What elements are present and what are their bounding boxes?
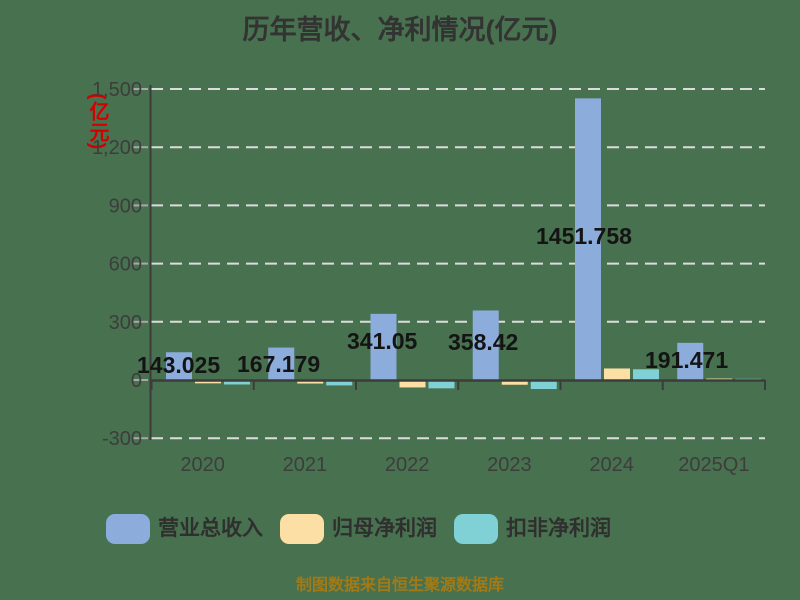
bar-营业总收入-2025Q1 [677,342,704,380]
bar-扣非净利润-2022 [428,380,455,389]
y-tick-label: 1,500 [92,79,142,101]
bar-归母净利润-2021 [297,380,324,384]
legend-item-label: 归母净利润 [332,517,437,540]
bar-value-label: 341.05 [347,328,418,354]
y-axis-unit-label: (亿元) [86,93,108,151]
x-tick-label: 2020 [180,454,225,476]
bar-扣非净利润-2021 [326,380,353,386]
bar-扣非净利润-2023 [530,380,557,390]
x-tick-label: 2022 [385,454,430,476]
legend-item-label: 营业总收入 [158,517,263,540]
data-source-note: 制图数据来自恒生聚源数据库 [295,577,504,594]
x-tick-label: 2024 [589,454,634,476]
bar-value-label: 1451.758 [536,223,632,249]
bar-营业总收入-2020 [166,352,192,380]
legend-item-1: 归母净利润 [280,514,437,544]
legend-item-label: 扣非净利润 [506,517,611,540]
x-tick-label: 2025Q1 [678,454,749,476]
legend-item-2: 扣非净利润 [454,514,611,544]
y-tick-label: 900 [109,195,142,217]
bar-归母净利润-2022 [399,380,426,388]
y-tick-label: 600 [109,254,142,276]
legend-swatch-icon [454,514,498,544]
bar-value-label: 358.42 [448,329,518,355]
y-tick-label: 0 [131,370,142,392]
y-tick-label: -300 [102,428,142,450]
legend-swatch-icon [106,514,150,544]
bar-扣非净利润-2020 [224,380,250,385]
bar-营业总收入-2021 [268,347,295,380]
chart-legend: 营业总收入 归母净利润 扣非净利润 [106,514,611,544]
bar-value-label: 143.025 [137,352,220,378]
x-tick-label: 2023 [487,454,532,476]
bar-营业总收入-2024 [575,98,601,380]
legend-swatch-icon [280,514,324,544]
bar-value-label: 191.471 [645,347,728,373]
legend-item-0: 营业总收入 [106,514,263,544]
bar-扣非净利润-2024 [633,369,659,380]
bar-营业总收入-2023 [472,310,499,380]
y-tick-label: 1,200 [92,137,142,159]
bar-value-label: 167.179 [237,351,320,377]
bar-归母净利润-2024 [604,368,630,380]
x-tick-label: 2021 [283,454,328,476]
bar-营业总收入-2022 [370,313,397,380]
chart-title: 历年营收、净利情况(亿元) [242,15,558,45]
bar-归母净利润-2023 [501,380,528,385]
y-tick-label: 300 [109,312,142,334]
